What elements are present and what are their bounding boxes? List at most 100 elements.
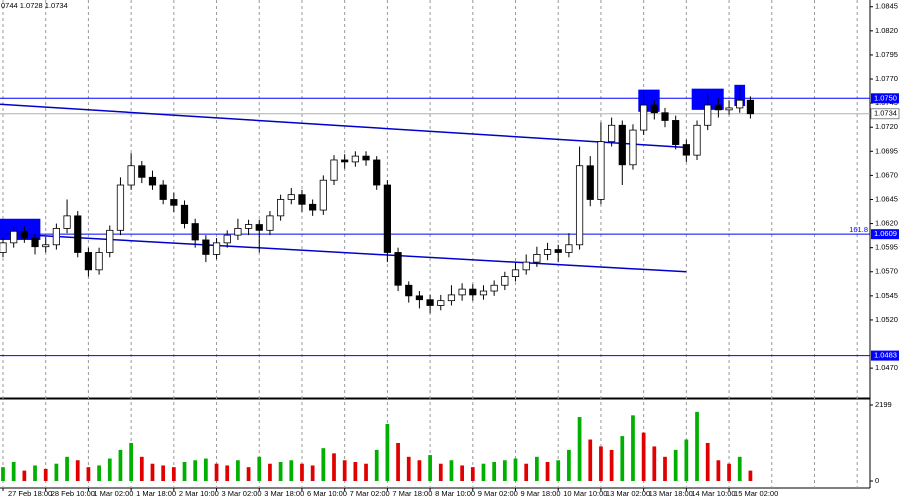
x-tick-label: 9 Mar 18:00 — [521, 489, 561, 498]
candle-body — [736, 99, 744, 109]
candle-body — [437, 300, 445, 306]
volume-bar — [54, 463, 59, 481]
volume-bar — [278, 461, 283, 481]
candle-body — [298, 194, 306, 205]
candle-body — [52, 227, 60, 246]
candle-body — [351, 155, 359, 163]
candle-body — [341, 159, 349, 163]
y-tick-label: 1.0620 — [875, 219, 898, 228]
volume-bar — [353, 461, 358, 481]
candle-body — [277, 199, 285, 217]
level-label-box — [871, 93, 899, 104]
y-tick-label: 1.0570 — [875, 267, 898, 276]
y-tick-label: 1.0520 — [875, 315, 898, 324]
volume-bar — [609, 449, 614, 481]
candle-body — [74, 215, 82, 253]
candle-body — [319, 179, 327, 211]
volume-bar — [556, 460, 561, 481]
candle-body — [405, 284, 413, 297]
volume-bar — [65, 456, 69, 481]
volume-bar — [684, 439, 689, 481]
candle-body — [725, 107, 733, 111]
volume-bar — [11, 461, 16, 481]
candle-body — [554, 249, 562, 253]
candle-body — [255, 224, 263, 231]
candle-body — [490, 284, 498, 292]
candle-body — [522, 261, 530, 271]
marks — [0, 84, 870, 481]
x-tick-label: 1 Mar 18:00 — [136, 489, 176, 498]
candle-body — [287, 194, 295, 200]
volume-bar — [97, 465, 101, 481]
volume-bar — [406, 456, 411, 481]
x-tick-label: 15 Mar 02:00 — [734, 489, 778, 498]
candle-body — [266, 215, 274, 231]
volume-bar — [481, 463, 486, 481]
volume-bar — [492, 461, 497, 481]
candle-body — [533, 254, 541, 263]
volume-bar — [620, 436, 625, 481]
y-tick-label: 1.0820 — [875, 26, 898, 35]
candle-body — [394, 252, 402, 286]
y-tick-label: 1.0645 — [875, 194, 898, 203]
volume-bar — [460, 465, 464, 481]
volume-bar — [161, 465, 166, 481]
volume-bar — [417, 460, 422, 481]
volume-bar — [631, 415, 635, 481]
zone — [0, 218, 41, 240]
candle-body — [212, 242, 221, 255]
volume-bar — [438, 463, 443, 481]
candle-body — [138, 165, 146, 178]
candle-body — [106, 229, 114, 253]
volume-bar — [193, 460, 198, 481]
volume-bar — [289, 460, 294, 481]
volume-bar — [171, 467, 176, 481]
y-tick-label: 1.0770 — [875, 74, 898, 83]
volume-bar — [310, 465, 315, 481]
candle-body — [565, 244, 573, 253]
candle-body — [714, 104, 722, 111]
volume-bar — [513, 458, 518, 481]
candle-body — [672, 120, 680, 145]
volume-bar — [524, 463, 529, 481]
volume-bar — [567, 449, 571, 481]
volume-bar — [737, 456, 742, 481]
volume-bar — [599, 446, 603, 481]
volume-bar — [225, 465, 230, 481]
current-price-box — [870, 108, 900, 120]
candle-body — [244, 224, 253, 229]
volume-bar — [246, 467, 251, 481]
y-tick-label: 1.0595 — [875, 243, 898, 252]
volume-bar — [449, 460, 454, 481]
x-tick-label: 3 Mar 18:00 — [264, 489, 304, 498]
candle-body — [608, 124, 616, 143]
x-tick-label: 13 Mar 18:00 — [649, 489, 693, 498]
level-label-box — [871, 229, 899, 240]
candle-body — [469, 288, 477, 296]
candle-body — [330, 159, 338, 181]
candle-body — [159, 184, 167, 200]
volume-bar — [214, 463, 219, 481]
candle-body — [586, 165, 594, 200]
candle-body — [202, 239, 210, 255]
candle-body — [682, 144, 690, 156]
volume-bar — [396, 442, 400, 481]
candle-body — [191, 223, 199, 241]
candle-body — [575, 165, 584, 246]
volume-bar — [139, 456, 144, 481]
candle-body — [127, 165, 135, 186]
volume-bar — [300, 463, 304, 481]
level-label: 1.0483 — [874, 351, 897, 360]
level-label: 1.0750 — [874, 93, 897, 102]
x-tick-label: 6 Mar 10:00 — [307, 489, 347, 498]
x-tick-label: 14 Mar 10:00 — [691, 489, 735, 498]
volume-bar — [705, 442, 710, 481]
volume-bar — [727, 463, 731, 481]
volume-bar — [716, 460, 721, 481]
candle-body — [373, 159, 381, 186]
volume-bar — [748, 470, 753, 481]
candle-body — [116, 184, 125, 231]
volume-bar — [107, 458, 112, 481]
candle-body — [95, 252, 103, 271]
